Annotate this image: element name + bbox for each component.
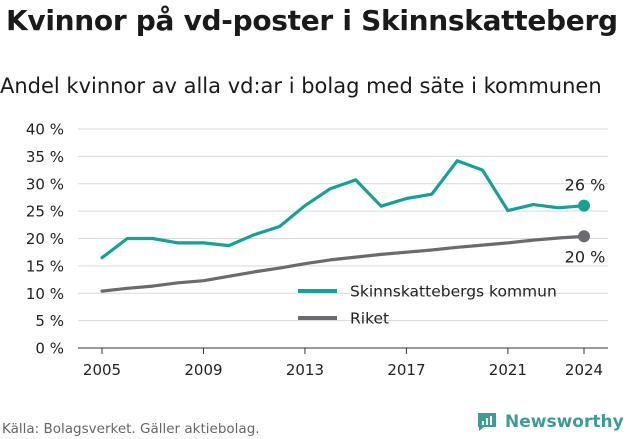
brand: Newsworthy [475,407,624,437]
series-end-label-riket: 20 % [565,247,606,266]
source-note: Källa: Bolagsverket. Gäller aktiebolag. [2,421,260,437]
series-end-point-kommun [578,199,590,212]
y-tick-label: 5 % [35,312,64,330]
x-tick-label: 2021 [489,361,527,379]
y-tick-label: 35 % [26,148,64,166]
y-tick-label: 10 % [26,285,64,303]
chart-subtitle: Andel kvinnor av alla vd:ar i bolag med … [0,74,602,98]
x-tick-label: 2024 [565,361,603,379]
brand-name: Newsworthy [505,412,624,432]
series-line-riket [100,234,586,293]
y-tick-label: 25 % [26,203,64,221]
y-tick-label: 20 % [26,230,64,248]
legend-label-riket: Riket [350,310,389,328]
x-tick-label: 2005 [83,361,121,379]
y-tick-label: 30 % [26,175,64,193]
newsworthy-logo-icon [478,413,496,431]
y-tick-label: 15 % [26,257,64,275]
series-end-point-riket [578,230,590,243]
series-end-label-kommun: 26 % [565,176,606,195]
legend-label-kommun: Skinnskattebergs kommun [350,283,557,301]
series-line-kommun [100,159,586,260]
y-tick-label: 0 % [35,340,64,358]
chart-title: Kvinnor på vd-poster i Skinnskatteberg [6,4,618,37]
x-tick-label: 2013 [286,361,324,379]
y-tick-label: 40 % [26,121,64,139]
x-tick-label: 2009 [184,361,222,379]
x-tick-label: 2017 [387,361,425,379]
